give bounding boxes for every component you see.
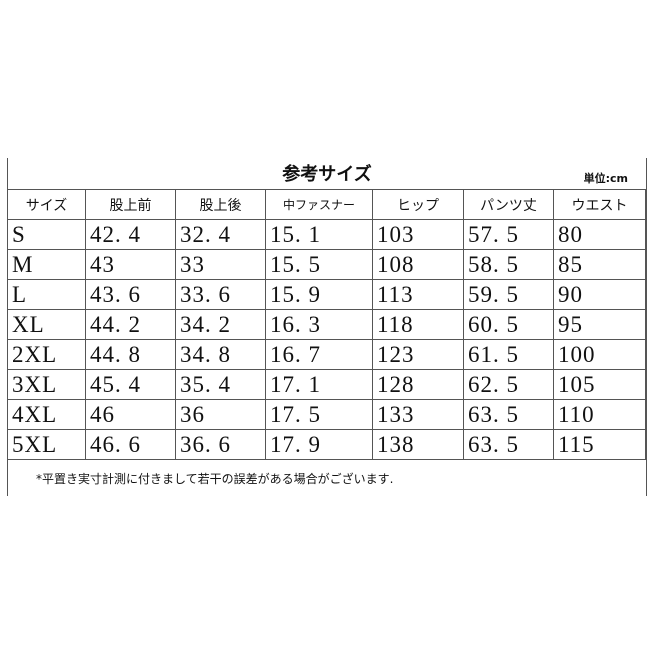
table-cell: 46. 6 <box>85 429 176 460</box>
table-cell: 95 <box>553 309 646 340</box>
column-header: ウエスト <box>553 189 646 220</box>
table-cell: 44. 8 <box>85 339 176 370</box>
table-cell: 43 <box>85 249 176 280</box>
table-cell: 80 <box>553 219 646 250</box>
chart-title: 参考サイズ <box>282 164 372 185</box>
table-cell: 17. 1 <box>265 369 373 400</box>
table-cell: 90 <box>553 279 646 310</box>
table-cell: 15. 5 <box>265 249 373 280</box>
table-cell: L <box>7 279 86 310</box>
table-cell: 42. 4 <box>85 219 176 250</box>
table-cell: 110 <box>553 399 646 430</box>
table-row: 4XL 46 36 17. 5 133 63. 5 110 <box>7 399 646 430</box>
table-cell: 16. 7 <box>265 339 373 370</box>
column-header: パンツ丈 <box>463 189 554 220</box>
column-header: 中ファスナー <box>265 189 373 220</box>
unit-label: 単位:cm <box>583 172 628 185</box>
table-cell: 60. 5 <box>463 309 554 340</box>
table-row: 3XL 45. 4 35. 4 17. 1 128 62. 5 105 <box>7 369 646 400</box>
table-cell: 62. 5 <box>463 369 554 400</box>
table-cell: 103 <box>372 219 464 250</box>
table-cell: 115 <box>553 429 646 460</box>
table-cell: 34. 2 <box>175 309 266 340</box>
table-cell: 43. 6 <box>85 279 176 310</box>
column-header: 股上後 <box>175 189 266 220</box>
table-cell: 59. 5 <box>463 279 554 310</box>
column-header: サイズ <box>7 189 86 220</box>
table-cell: 45. 4 <box>85 369 176 400</box>
table-cell: S <box>7 219 86 250</box>
table-cell: 58. 5 <box>463 249 554 280</box>
table-cell: 3XL <box>7 369 86 400</box>
table-cell: 15. 1 <box>265 219 373 250</box>
table-cell: 35. 4 <box>175 369 266 400</box>
table-cell: 63. 5 <box>463 429 554 460</box>
table-cell: 118 <box>372 309 464 340</box>
table-cell: M <box>7 249 86 280</box>
table-cell: 33. 6 <box>175 279 266 310</box>
table-row: M 43 33 15. 5 108 58. 5 85 <box>7 249 646 280</box>
table-cell: 57. 5 <box>463 219 554 250</box>
table-cell: 15. 9 <box>265 279 373 310</box>
table-cell: 16. 3 <box>265 309 373 340</box>
table-row: 2XL 44. 8 34. 8 16. 7 123 61. 5 100 <box>7 339 646 370</box>
table-cell: 33 <box>175 249 266 280</box>
table-cell: 17. 9 <box>265 429 373 460</box>
table-cell: 44. 2 <box>85 309 176 340</box>
table-cell: 113 <box>372 279 464 310</box>
table-row: S 42. 4 32. 4 15. 1 103 57. 5 80 <box>7 219 646 250</box>
table-cell: 100 <box>553 339 646 370</box>
table-cell: 17. 5 <box>265 399 373 430</box>
column-header: ヒップ <box>372 189 464 220</box>
table-cell: 36. 6 <box>175 429 266 460</box>
table-cell: 2XL <box>7 339 86 370</box>
table-cell: 63. 5 <box>463 399 554 430</box>
table-cell: 138 <box>372 429 464 460</box>
measurement-note: *平置き実寸計測に付きまして若干の誤差がある場合がございます. <box>36 472 394 486</box>
table-cell: 133 <box>372 399 464 430</box>
table-cell: 4XL <box>7 399 86 430</box>
table-cell: 128 <box>372 369 464 400</box>
table-cell: 61. 5 <box>463 339 554 370</box>
table-cell: 108 <box>372 249 464 280</box>
table-cell: 123 <box>372 339 464 370</box>
table-cell: XL <box>7 309 86 340</box>
table-row: 5XL 46. 6 36. 6 17. 9 138 63. 5 115 <box>7 429 646 460</box>
header-row: サイズ 股上前 股上後 中ファスナー ヒップ パンツ丈 ウエスト <box>7 189 646 220</box>
table-cell: 85 <box>553 249 646 280</box>
table-row: XL 44. 2 34. 2 16. 3 118 60. 5 95 <box>7 309 646 340</box>
column-header: 股上前 <box>85 189 176 220</box>
size-table: サイズ 股上前 股上後 中ファスナー ヒップ パンツ丈 ウエスト S 42. 4 32. 4 15… <box>7 189 646 460</box>
table-cell: 32. 4 <box>175 219 266 250</box>
table-cell: 46 <box>85 399 176 430</box>
table-cell: 34. 8 <box>175 339 266 370</box>
table-cell: 36 <box>175 399 266 430</box>
table-row: L 43. 6 33. 6 15. 9 113 59. 5 90 <box>7 279 646 310</box>
table-cell: 5XL <box>7 429 86 460</box>
table-cell: 105 <box>553 369 646 400</box>
